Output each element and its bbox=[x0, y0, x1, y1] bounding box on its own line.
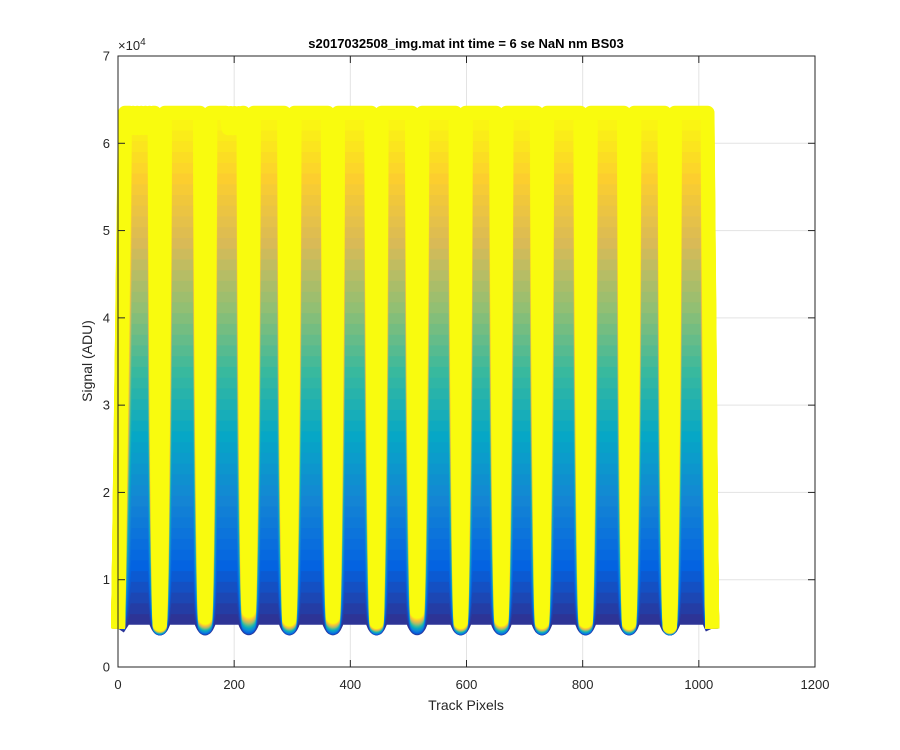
y-tick-label: 3 bbox=[103, 398, 110, 413]
x-tick-label: 1000 bbox=[684, 677, 713, 692]
chart-title: s2017032508_img.mat int time = 6 se NaN … bbox=[308, 36, 623, 51]
x-tick-label: 600 bbox=[456, 677, 478, 692]
y-axis-label: Signal (ADU) bbox=[79, 320, 95, 402]
y-tick-label: 7 bbox=[103, 49, 110, 64]
y-tick-label: 2 bbox=[103, 485, 110, 500]
signal-curves bbox=[111, 105, 720, 636]
signal-curve bbox=[111, 105, 720, 633]
x-tick-label: 0 bbox=[114, 677, 121, 692]
x-tick-label: 200 bbox=[223, 677, 245, 692]
x-tick-label: 1200 bbox=[801, 677, 830, 692]
axis-ticks: 0 200 400 600 800 1000 1200 0 1 2 3 4 5 6 7 bbox=[103, 49, 830, 693]
x-tick-label: 800 bbox=[572, 677, 594, 692]
y-tick-label: 5 bbox=[103, 223, 110, 238]
y-exponent: ×104 bbox=[118, 37, 146, 53]
y-tick-label: 6 bbox=[103, 136, 110, 151]
x-tick-label: 400 bbox=[339, 677, 361, 692]
x-axis-label: Track Pixels bbox=[428, 697, 504, 713]
y-tick-label: 4 bbox=[103, 310, 110, 325]
y-tick-label: 1 bbox=[103, 572, 110, 587]
y-tick-label: 0 bbox=[103, 660, 110, 675]
